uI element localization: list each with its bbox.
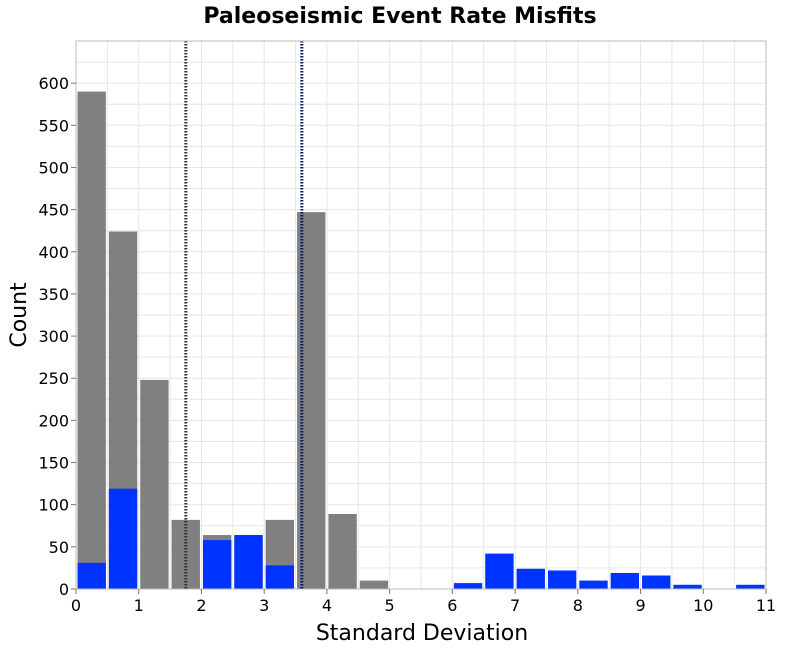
- y-tick-label: 150: [38, 454, 69, 473]
- bar: [202, 540, 232, 589]
- x-tick-label: 10: [693, 596, 713, 615]
- bar: [610, 572, 640, 589]
- y-tick-label: 550: [38, 116, 69, 135]
- x-tick-label: 1: [134, 596, 144, 615]
- x-tick-label: 11: [756, 596, 776, 615]
- y-tick-label: 600: [38, 74, 69, 93]
- reference-lines: [184, 41, 304, 589]
- x-tick-label: 4: [322, 596, 332, 615]
- x-tick-label: 9: [635, 596, 645, 615]
- bar: [108, 488, 138, 589]
- bar: [77, 562, 106, 589]
- bar: [547, 570, 577, 589]
- bar: [297, 212, 326, 589]
- y-tick-label: 0: [59, 580, 69, 599]
- y-axis-label: Count: [7, 282, 32, 348]
- bar: [234, 535, 263, 589]
- x-tick-label: 3: [259, 596, 269, 615]
- bar: [579, 580, 608, 589]
- y-tick-label: 250: [38, 369, 69, 388]
- bar: [265, 565, 295, 589]
- chart-title: Paleoseismic Event Rate Misfits: [203, 4, 596, 29]
- y-tick-label: 400: [38, 243, 69, 262]
- x-tick-label: 2: [196, 596, 206, 615]
- y-axis-ticks: 0 50 100 150 200 250 300 350 400 450 500 550 600: [38, 74, 76, 599]
- x-axis-ticks: 0 1 2 3 4 5 6 7 8 9 10 11: [71, 589, 776, 615]
- bar: [453, 583, 483, 589]
- y-tick-label: 200: [38, 411, 69, 430]
- y-tick-label: 50: [49, 538, 69, 557]
- y-tick-label: 350: [38, 285, 69, 304]
- grid: [76, 41, 766, 589]
- y-tick-label: 100: [38, 496, 69, 515]
- blue-series: [77, 488, 765, 589]
- x-tick-label: 6: [447, 596, 457, 615]
- plot-frame: [75, 40, 767, 590]
- y-tick-label: 300: [38, 327, 69, 346]
- x-tick-label: 0: [71, 596, 81, 615]
- bar: [359, 580, 389, 589]
- x-tick-label: 5: [385, 596, 395, 615]
- bar: [673, 584, 702, 589]
- bar: [736, 584, 765, 589]
- bar: [485, 553, 514, 589]
- bar: [140, 379, 169, 589]
- bar: [328, 513, 357, 589]
- bar: [642, 575, 671, 589]
- x-axis-label: Standard Deviation: [316, 621, 528, 646]
- bar: [516, 568, 545, 589]
- x-tick-label: 8: [573, 596, 583, 615]
- y-tick-label: 500: [38, 158, 69, 177]
- bar: [77, 91, 106, 589]
- x-tick-label: 7: [510, 596, 520, 615]
- y-tick-label: 450: [38, 201, 69, 220]
